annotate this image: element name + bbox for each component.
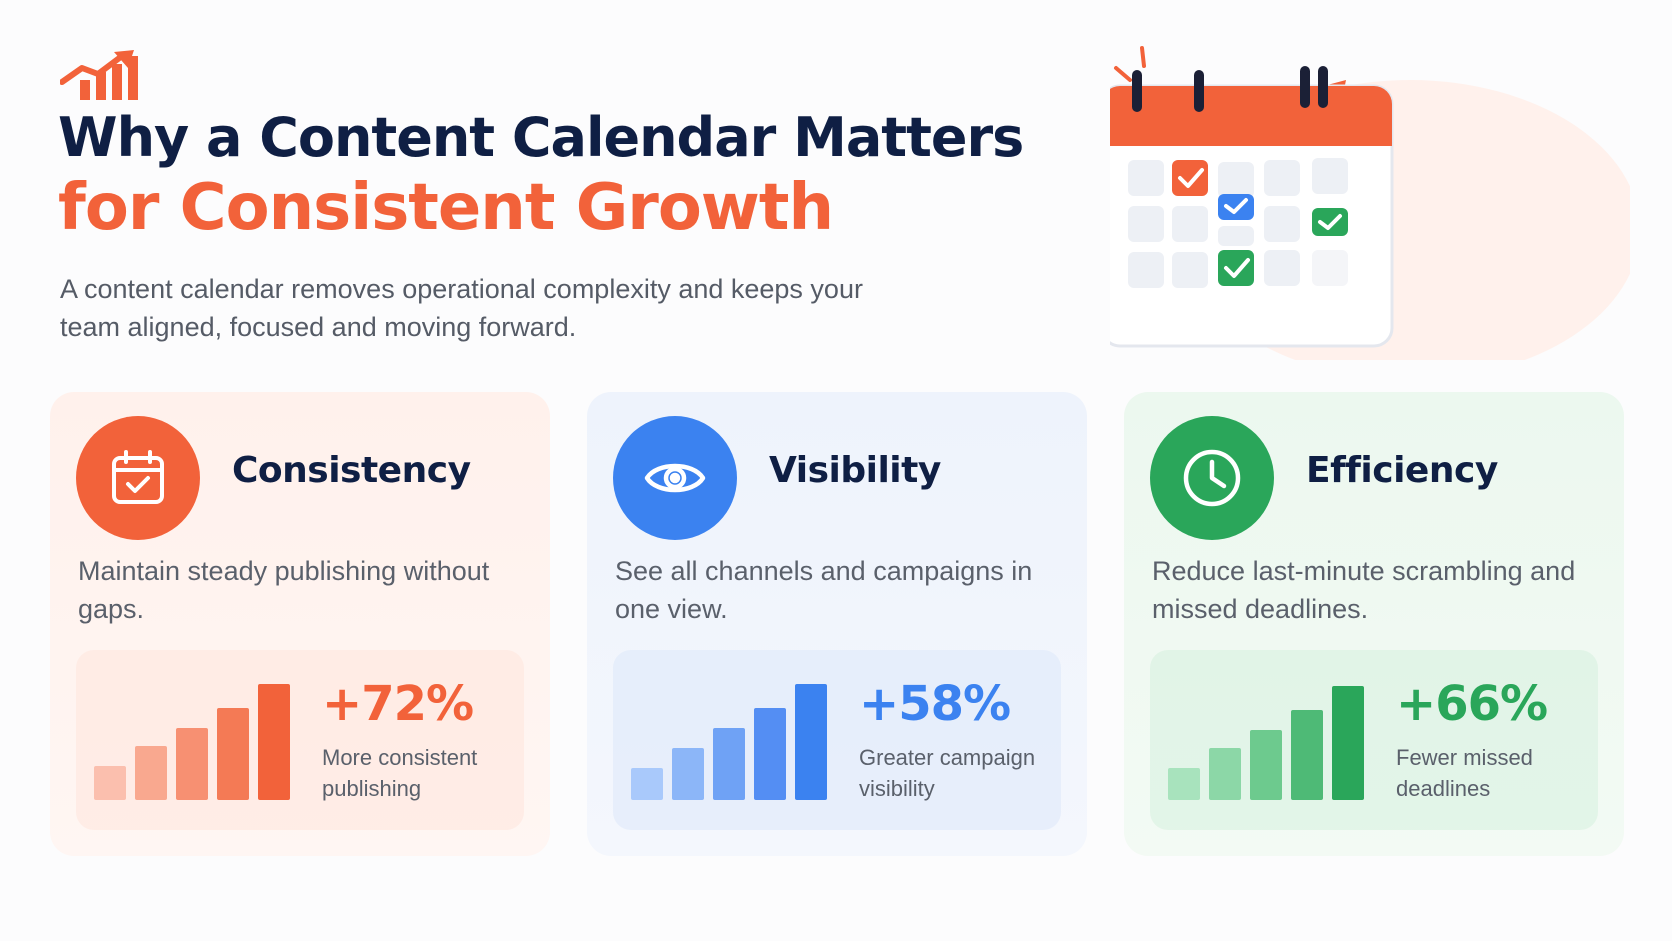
- stat-panel: +72% More consistent publishing: [76, 650, 524, 830]
- card-title: Consistency: [232, 450, 471, 491]
- stat-bar: [713, 728, 745, 800]
- stat-bar: [1332, 686, 1364, 800]
- card-description: Reduce last-minute scrambling and missed…: [1152, 556, 1576, 624]
- stat-value: +66%: [1396, 676, 1548, 732]
- stat-bar: [672, 748, 704, 800]
- growth-chart-icon: [60, 50, 138, 100]
- card-efficiency: Efficiency Reduce last-minute scrambling…: [1124, 392, 1624, 856]
- card-description: See all channels and campaigns in one vi…: [615, 556, 1033, 624]
- stat-bar: [754, 708, 786, 800]
- stat-bars: [94, 680, 290, 800]
- card-visibility: Visibility See all channels and campaign…: [587, 392, 1087, 856]
- stat-bar: [217, 708, 249, 800]
- stat-bar: [1250, 730, 1282, 800]
- stat-panel: +66% Fewer missed deadlines: [1150, 650, 1598, 830]
- eye-icon: [613, 416, 737, 540]
- stat-label: Fewer missed deadlines: [1396, 745, 1533, 801]
- stat-bar: [135, 746, 167, 800]
- stat-bar: [1209, 748, 1241, 800]
- clock-icon: [1150, 416, 1274, 540]
- stat-bar: [94, 766, 126, 800]
- stat-bar: [176, 728, 208, 800]
- stat-bar: [1291, 710, 1323, 800]
- stat-bars: [631, 680, 827, 800]
- card-description: Maintain steady publishing without gaps.: [78, 556, 490, 624]
- card-title: Efficiency: [1306, 450, 1498, 491]
- calendar-check-icon: [76, 416, 200, 540]
- stat-label: Greater campaign visibility: [859, 745, 1036, 801]
- title-line-1: Why a Content Calendar Matters: [58, 106, 1024, 169]
- stat-bar: [795, 684, 827, 800]
- stat-label: More consistent publishing: [322, 745, 478, 801]
- calendar-growth-illustration: [1110, 46, 1630, 360]
- stat-panel: +58% Greater campaign visibility: [613, 650, 1061, 830]
- stat-bar: [258, 684, 290, 800]
- stat-value: +58%: [859, 676, 1011, 732]
- intro-text: A content calendar removes operational c…: [60, 274, 863, 342]
- card-consistency: Consistency Maintain steady publishing w…: [50, 392, 550, 856]
- stat-bar: [631, 768, 663, 800]
- stat-value: +72%: [322, 676, 474, 732]
- stat-bars: [1168, 680, 1364, 800]
- stat-bar: [1168, 768, 1200, 800]
- calendar-icon: [1110, 66, 1394, 348]
- card-title: Visibility: [769, 450, 941, 491]
- title-line-2: for Consistent Growth: [58, 171, 834, 246]
- page-title: Why a Content Calendar Matters for Consi…: [58, 106, 1024, 246]
